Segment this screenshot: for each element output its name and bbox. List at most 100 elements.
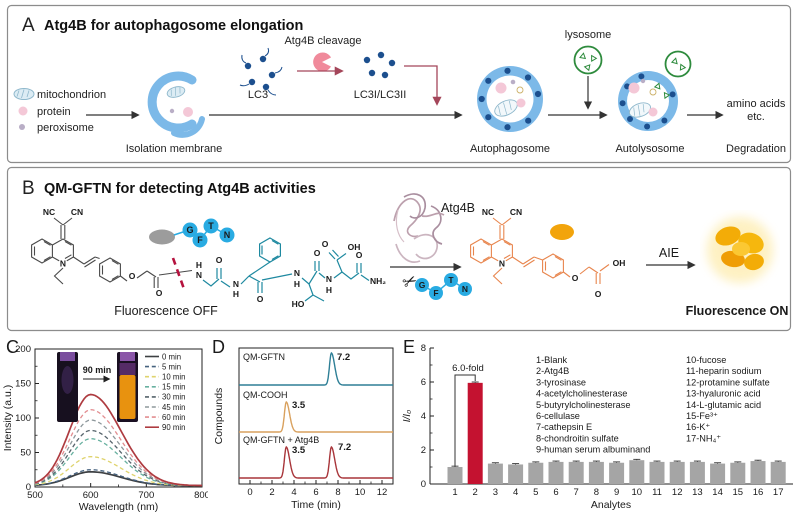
atom-label: O: [572, 273, 579, 283]
residue-bead: [203, 218, 219, 234]
autophagosome-graphic-part-part: [485, 114, 492, 121]
autolysosome-graphic-part: [628, 82, 640, 94]
autophagosome-graphic-part: [516, 86, 524, 94]
autolysosome-graphic: [618, 50, 692, 131]
analyte-legend-entry: 1-Blank: [536, 355, 568, 365]
panel-a-letter: A: [22, 15, 35, 36]
autolysosome-graphic-part-part: [644, 123, 651, 130]
organelle-legend-part: [16, 89, 30, 99]
qm-cooh-skeleton-part: [542, 253, 564, 279]
y-tick-label: 8: [421, 343, 426, 354]
lc3-graphic-part: [264, 47, 270, 57]
y-tick-label: 150: [15, 379, 31, 390]
bar: [750, 461, 766, 484]
autolysosome-graphic-part-part: [638, 73, 645, 80]
residue-letter: T: [448, 275, 454, 285]
gftn-peptide-skeleton-part: [336, 253, 347, 261]
analyte-legend-entry: 6-cellulase: [536, 411, 580, 421]
atom-label: N: [294, 268, 300, 278]
gftn-peptide-skeleton-part: [259, 237, 281, 263]
analyte-legend-entry: 4-acetylcholinesterase: [536, 389, 627, 399]
gftn-peptide-skeleton-part: [314, 261, 320, 271]
hplc-trace: [239, 445, 393, 479]
gftn-peptide-skeleton-part: [308, 270, 318, 285]
analyte-legend-entry: 15-Fe³⁺: [686, 411, 718, 421]
atom-label: O: [216, 255, 223, 265]
autophagosome-graphic-part-part: [504, 67, 511, 74]
qm-cooh-skeleton-part: [497, 258, 507, 268]
x-tick-label: 16: [753, 487, 764, 498]
y-tick-label: 100: [15, 413, 31, 424]
autophagosome-graphic-part-part: [534, 90, 542, 98]
gftn-peptide-skeleton-part: [240, 275, 250, 285]
gftn-peptide-skeleton-part: [301, 277, 310, 285]
lc3-graphic-part: [248, 78, 256, 86]
qm-cooh-skeleton-part: [492, 267, 503, 285]
autolysosome-graphic-part: [663, 91, 671, 100]
legend-entry: 5 min: [162, 362, 181, 371]
panel-e-letter: E: [403, 337, 415, 357]
panel-a: A Atg4B for autophagosome elongation mit…: [6, 4, 792, 164]
retention-time-label: 3.5: [292, 400, 306, 411]
atom-label: N: [233, 279, 239, 289]
autolysosome-graphic-part-part: [627, 116, 633, 122]
autolysosome-graphic-part-part: [619, 100, 626, 107]
gftn-peptide-skeleton-part: [304, 283, 325, 302]
analyte-legend-entry: 9-human serum albuminand: [536, 445, 650, 455]
x-tick-label: 6: [553, 487, 558, 498]
lysosome-graphic: [573, 45, 603, 75]
lc3i-lc3ii-graphic-part: [368, 69, 376, 77]
inset-time-label: 90 min: [83, 365, 112, 375]
x-tick-label: 7: [574, 487, 579, 498]
x-axis-title: Time (min): [291, 499, 341, 511]
panel-b-border: [6, 166, 792, 332]
legend-protein-label: protein: [37, 106, 71, 118]
retention-time-label: 7.2: [338, 442, 351, 453]
legend-entry: 30 min: [162, 393, 185, 402]
bar: [629, 460, 645, 484]
lysosome-label: lysosome: [565, 29, 611, 41]
isolation-membrane-label: Isolation membrane: [126, 143, 223, 155]
cleavage-site-dashes: [171, 257, 186, 290]
atom-label: H: [233, 289, 239, 299]
lc3-graphic-part: [259, 55, 267, 63]
residue-bead: [219, 227, 235, 243]
lc3-graphic-part: [267, 89, 277, 96]
x-tick-label: 10: [632, 487, 643, 498]
analyte-legend-entry: 13-hyaluronic acid: [686, 389, 761, 399]
residue-linker: [421, 279, 466, 294]
gftn-peptide-skeleton-part: [220, 280, 231, 288]
cuvette-on-liquid: [119, 375, 136, 419]
analyte-legend-entry: 17-NH₄⁺: [686, 433, 721, 443]
atom-label: O: [595, 289, 602, 299]
retention-time-label: 3.5: [292, 445, 306, 456]
atom-label: O: [257, 294, 264, 304]
lc3-graphic-part: [274, 66, 283, 74]
autophagosome-graphic-part: [495, 82, 507, 94]
bar: [730, 462, 746, 484]
organelle-legend: mitochondrion protein peroxisome: [13, 88, 106, 134]
gftn-peptide-skeleton-part: [261, 273, 293, 281]
qm-cooh-skeleton-part: [472, 241, 490, 261]
atom-label: OH: [613, 258, 626, 268]
autolysosome-graphic-part: [628, 102, 652, 118]
panel-b: B QM-GFTN for detecting Atg4B activities: [6, 166, 792, 332]
residue-letter: F: [433, 288, 438, 298]
residue-letter: G: [186, 225, 193, 235]
x-tick-label: 1: [452, 487, 457, 498]
isolation-membrane-graphic: [147, 71, 205, 138]
atom-label: OH: [348, 242, 361, 252]
bar: [508, 464, 524, 484]
autolysosome-graphic-part: [679, 63, 687, 71]
y-tick-label: 2: [421, 445, 426, 456]
gftn-peptide-skeleton-part: [216, 268, 222, 279]
lc3-graphic: [239, 47, 283, 96]
cuvette-off-cap: [60, 352, 75, 361]
analyte-legend-entry: 2-Atg4B: [536, 366, 569, 376]
degradation-label: Degradation: [726, 143, 786, 155]
x-tick-label: 4: [291, 487, 296, 498]
bar: [710, 463, 726, 484]
lc3ii-to-membrane-arrow: [404, 65, 442, 106]
autophagosome-label: Autophagosome: [470, 143, 550, 155]
